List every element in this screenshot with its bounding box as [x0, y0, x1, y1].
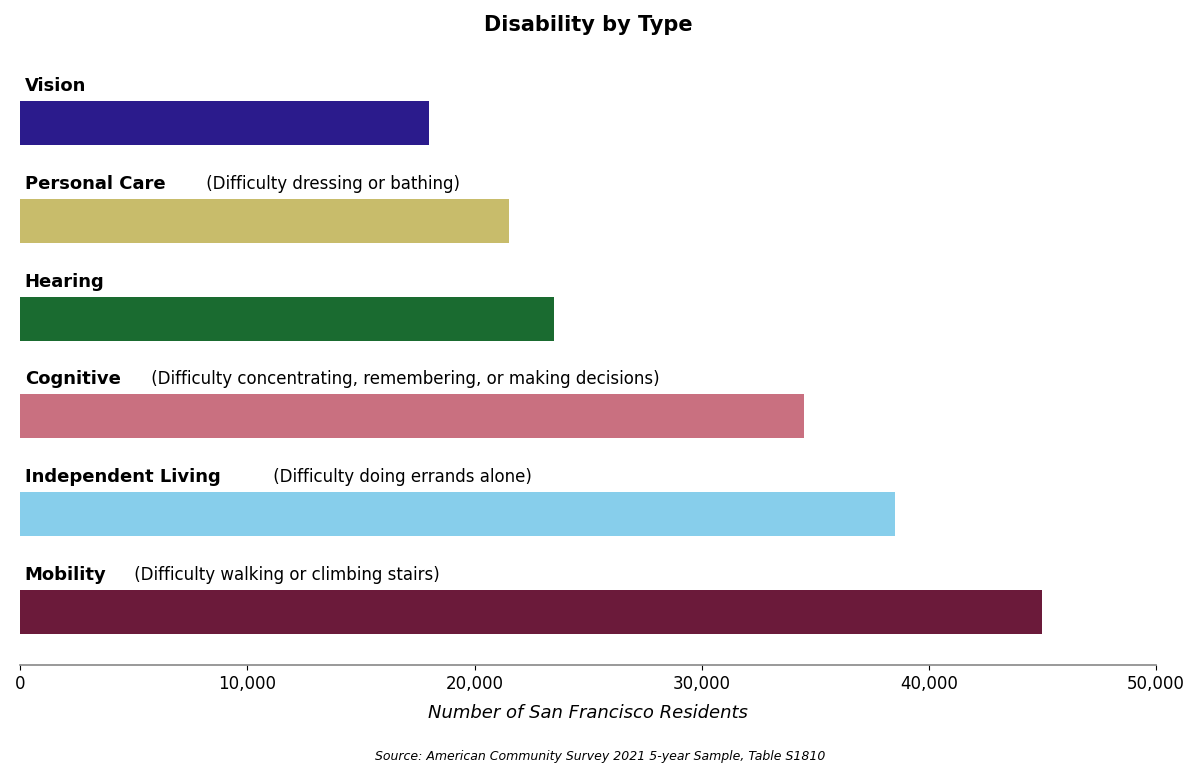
Bar [20, 492, 895, 536]
Text: Source: American Community Survey 2021 5-year Sample, Table S1810: Source: American Community Survey 2021 5… [374, 750, 826, 763]
Bar [20, 101, 430, 145]
Bar [20, 199, 509, 243]
Text: Hearing: Hearing [25, 273, 104, 290]
Text: (Difficulty doing errands alone): (Difficulty doing errands alone) [269, 468, 533, 486]
Text: (Difficulty dressing or bathing): (Difficulty dressing or bathing) [202, 175, 460, 193]
Bar [20, 394, 804, 439]
Text: Cognitive: Cognitive [25, 370, 121, 389]
Text: (Difficulty concentrating, remembering, or making decisions): (Difficulty concentrating, remembering, … [146, 370, 660, 389]
Text: Personal Care: Personal Care [25, 175, 166, 193]
Text: (Difficulty walking or climbing stairs): (Difficulty walking or climbing stairs) [130, 566, 440, 584]
Text: Independent Living: Independent Living [25, 468, 221, 486]
Text: Vision: Vision [25, 78, 86, 95]
Bar [20, 590, 1043, 634]
X-axis label: Number of San Francisco Residents: Number of San Francisco Residents [428, 704, 748, 722]
Bar [20, 296, 554, 340]
Title: Disability by Type: Disability by Type [484, 15, 692, 35]
Text: Mobility: Mobility [25, 566, 107, 584]
